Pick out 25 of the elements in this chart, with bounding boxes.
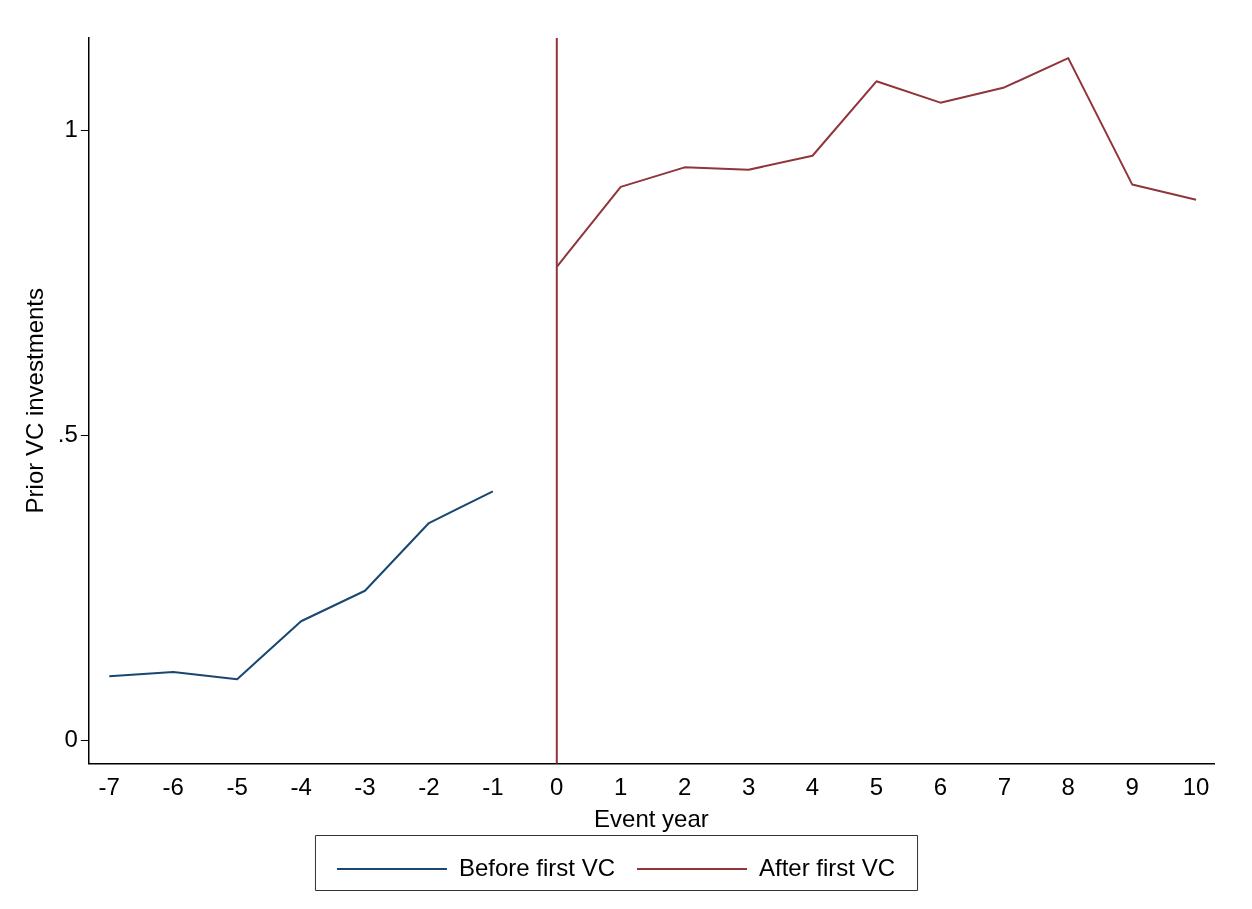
x-tick-label: -4 — [290, 773, 312, 801]
x-tick-label: 8 — [1061, 773, 1075, 801]
x-tick-label: 7 — [997, 773, 1011, 801]
x-tick-label: -5 — [226, 773, 248, 801]
x-tick-label: 0 — [550, 773, 564, 801]
y-tick-label: 1 — [64, 115, 78, 143]
x-tick-label: -6 — [162, 773, 184, 801]
x-tick-label: 5 — [869, 773, 884, 801]
x-tick-label: 9 — [1125, 773, 1139, 801]
y-axis-title: Prior VC investments — [21, 288, 49, 514]
x-tick-label: -1 — [482, 773, 504, 801]
x-tick-label: 4 — [805, 773, 820, 801]
legend-label: Before first VC — [458, 853, 616, 881]
y-tick-label: .5 — [57, 420, 78, 448]
x-tick-label: 3 — [741, 773, 756, 801]
x-tick-label: -7 — [98, 773, 120, 801]
x-tick-label: -3 — [354, 773, 376, 801]
x-tick-label: 6 — [933, 773, 948, 801]
y-tick-label: 0 — [64, 725, 78, 753]
x-tick-label: 1 — [614, 773, 628, 801]
legend-label: After first VC — [759, 853, 896, 881]
x-tick-label: 2 — [677, 773, 692, 801]
x-tick-label: -2 — [418, 773, 440, 801]
x-tick-label: 10 — [1182, 773, 1210, 801]
x-axis-title: Event year — [594, 805, 709, 833]
